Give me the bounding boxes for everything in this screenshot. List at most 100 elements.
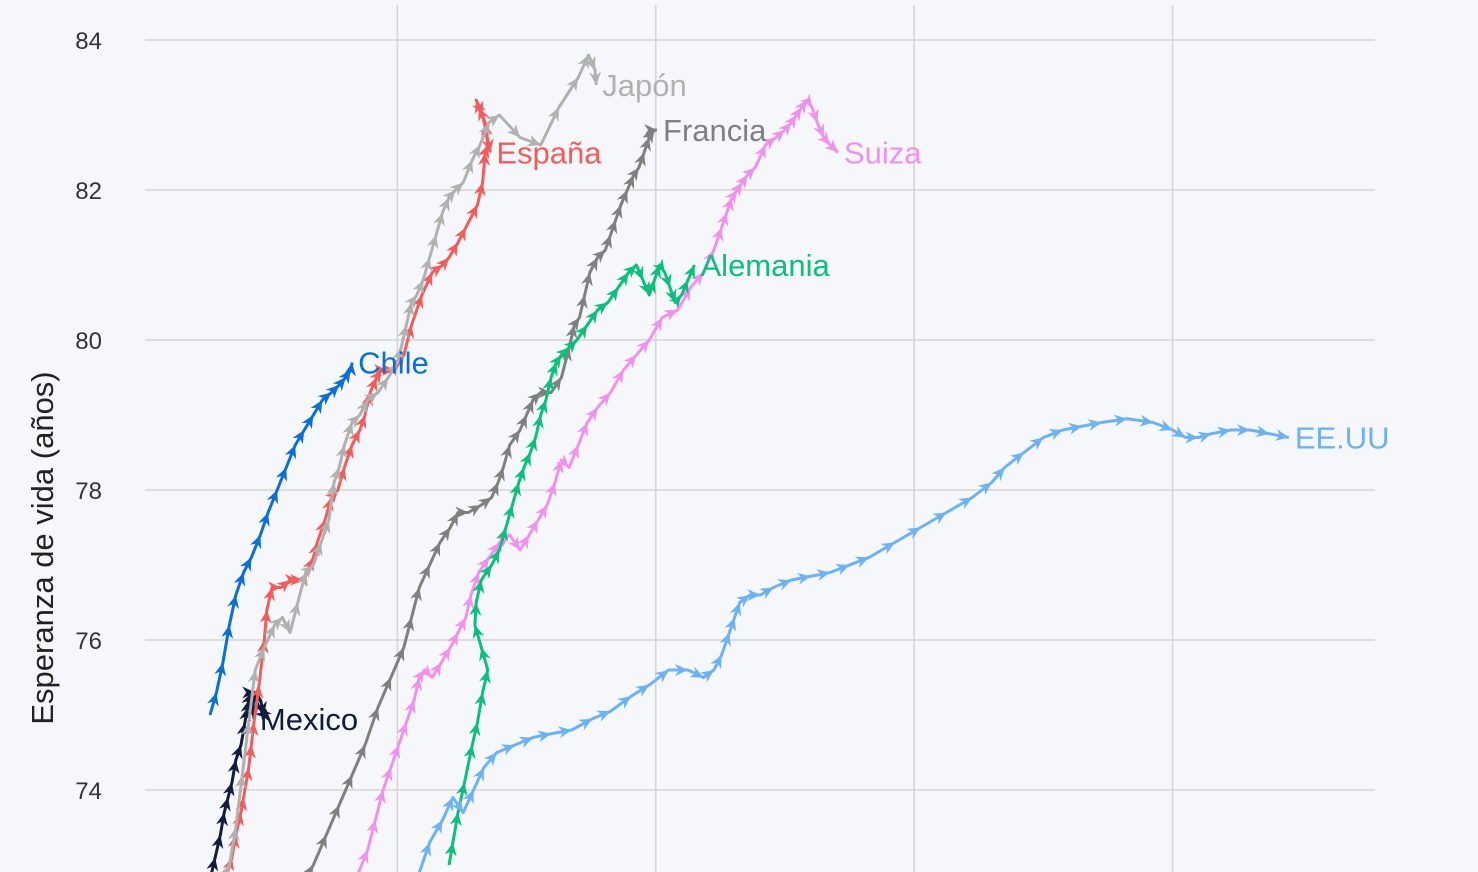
arrowhead [404,295,417,310]
arrowhead [616,272,629,287]
series-line [357,98,839,872]
arrowhead [338,370,351,385]
arrowhead [290,574,304,586]
arrowhead [472,580,485,595]
arrowhead [366,377,378,392]
arrowhead [253,647,265,662]
arrowhead [342,422,354,437]
arrowhead [784,115,797,130]
arrowhead [385,362,398,377]
arrowhead [410,587,422,602]
arrowhead [315,520,327,535]
arrowhead [493,467,505,482]
arrowhead [468,145,481,160]
arrowhead [356,400,368,415]
arrowhead [771,130,785,143]
arrowhead [429,542,441,557]
arrowhead [652,258,665,273]
series-layer [206,53,1290,872]
arrowhead [585,310,598,325]
arrowhead [292,430,305,445]
series-label: Francia [663,113,767,148]
arrowhead [605,220,618,235]
y-tick-label: 78 [75,478,102,505]
arrowhead [526,134,541,147]
arrowhead [471,100,483,115]
arrowhead [318,520,331,535]
arrowhead [796,572,811,585]
arrowhead [241,692,253,707]
arrowhead [393,647,405,662]
arrowhead [835,564,850,576]
y-tick-label: 82 [75,178,102,205]
arrowhead [258,512,270,527]
arrowhead [605,287,619,302]
y-tick-label: 80 [75,328,102,355]
series-line [224,53,598,872]
arrowhead [747,589,761,601]
arrowhead [626,167,639,182]
arrowhead [296,572,309,587]
arrowhead [854,556,869,568]
arrowhead [703,250,714,265]
arrowhead [366,820,378,835]
arrowhead [1113,414,1128,427]
arrowhead [477,497,492,510]
arrowhead [426,235,439,250]
arrowhead [461,160,473,175]
arrowhead [724,617,736,632]
arrowhead [488,550,500,565]
arrowhead [446,512,459,527]
arrowhead [284,445,296,460]
arrowhead [332,377,346,392]
arrowhead [442,797,453,812]
arrowhead [600,235,612,250]
arrowhead [991,467,1005,482]
arrowhead [240,557,252,572]
arrowhead [268,617,283,631]
arrowhead [355,415,367,430]
arrowhead [642,130,655,145]
arrowhead [275,467,287,482]
arrowhead [299,565,314,579]
arrowhead [496,527,509,542]
arrowhead [263,625,275,640]
arrowhead [699,670,714,683]
gridlines [145,5,1375,872]
arrowhead [577,55,589,70]
arrowhead [310,400,323,415]
arrowhead [500,445,512,460]
arrowhead [517,535,530,550]
arrowhead [240,767,253,782]
arrowhead [466,205,478,220]
arrowhead [799,93,813,108]
arrowhead [519,452,531,467]
arrowhead [473,182,486,197]
arrowhead [301,865,314,872]
arrowhead [650,317,663,332]
arrowhead [518,736,533,749]
arrowhead [565,325,578,340]
arrowhead [411,295,424,310]
arrowhead [380,677,392,692]
arrowhead [346,415,360,429]
arrowhead [357,850,369,865]
arrowhead [535,505,548,520]
arrowhead [719,632,731,647]
arrowhead [1274,429,1289,441]
arrowhead [243,745,256,759]
arrowhead [690,272,704,287]
arrowhead [634,152,646,167]
arrowhead [586,257,598,272]
arrowhead [1139,414,1154,427]
arrowhead [211,835,224,850]
series-jap-n [218,53,602,872]
arrowhead [644,280,656,295]
arrowhead [227,595,239,609]
arrowhead [617,696,632,709]
y-axis-label: Esperanza de vida (años) [25,371,60,724]
arrowhead [472,625,485,640]
arrowhead [527,392,541,406]
